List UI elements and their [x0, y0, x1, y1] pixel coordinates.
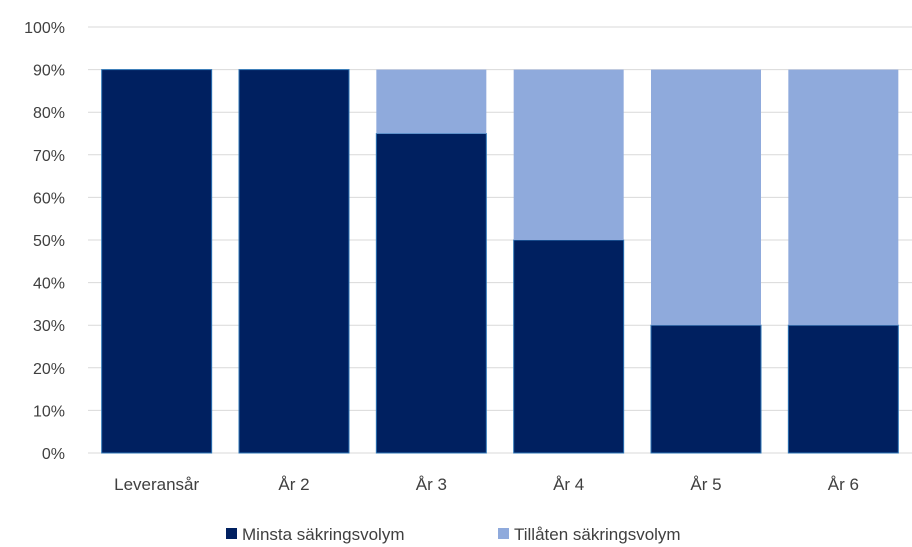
- x-category-label-0: Leveransår: [114, 475, 199, 494]
- y-tick-label-6: 60%: [33, 190, 65, 207]
- y-tick-label-0: 0%: [42, 446, 65, 463]
- y-tick-label-1: 10%: [33, 403, 65, 420]
- bar-tillaten-5: [788, 70, 898, 326]
- legend-swatch-minsta-sakringsvolym: [226, 528, 237, 539]
- y-tick-label-2: 20%: [33, 361, 65, 378]
- y-axis-tick-labels: 0% 10% 20% 30% 40% 50% 60% 70% 80% 90% 100%: [24, 20, 65, 463]
- x-category-label-4: År 5: [690, 475, 721, 494]
- y-tick-label-10: 100%: [24, 20, 65, 37]
- y-tick-label-7: 70%: [33, 148, 65, 165]
- bar-minsta-5: [788, 325, 898, 453]
- bar-minsta-1: [239, 70, 349, 453]
- legend: Minsta säkringsvolym Tillåten säkringsvo…: [226, 525, 681, 544]
- bar-minsta-4: [651, 325, 761, 453]
- bar-minsta-0: [102, 70, 212, 453]
- bar-minsta-3: [514, 240, 624, 453]
- legend-label-minsta-sakringsvolym: Minsta säkringsvolym: [242, 525, 405, 544]
- y-tick-label-4: 40%: [33, 276, 65, 293]
- y-tick-label-8: 80%: [33, 105, 65, 122]
- legend-swatch-tillaten-sakringsvolym: [498, 528, 509, 539]
- x-axis-category-labels: Leveransår År 2 År 3 År 4 År 5 År 6: [114, 475, 859, 494]
- bar-tillaten-3: [514, 70, 624, 240]
- legend-label-tillaten-sakringsvolym: Tillåten säkringsvolym: [514, 525, 681, 544]
- y-tick-label-9: 90%: [33, 63, 65, 80]
- bar-minsta-2: [376, 134, 486, 454]
- y-tick-label-3: 30%: [33, 318, 65, 335]
- bar-tillaten-4: [651, 70, 761, 326]
- x-category-label-1: År 2: [278, 475, 309, 494]
- y-tick-label-5: 50%: [33, 233, 65, 250]
- x-category-label-2: År 3: [416, 475, 447, 494]
- bars: [102, 70, 899, 453]
- x-category-label-5: År 6: [828, 475, 859, 494]
- x-category-label-3: År 4: [553, 475, 584, 494]
- bar-tillaten-2: [376, 70, 486, 134]
